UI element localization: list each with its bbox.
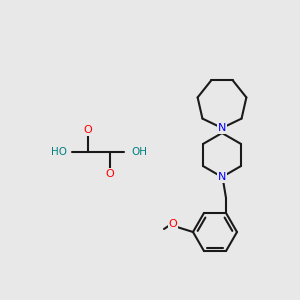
Text: O: O	[84, 125, 92, 135]
Text: N: N	[218, 172, 226, 182]
Text: O: O	[106, 169, 114, 179]
Text: OH: OH	[131, 147, 147, 157]
Text: O: O	[169, 219, 177, 229]
Text: N: N	[218, 123, 226, 133]
Text: HO: HO	[51, 147, 67, 157]
